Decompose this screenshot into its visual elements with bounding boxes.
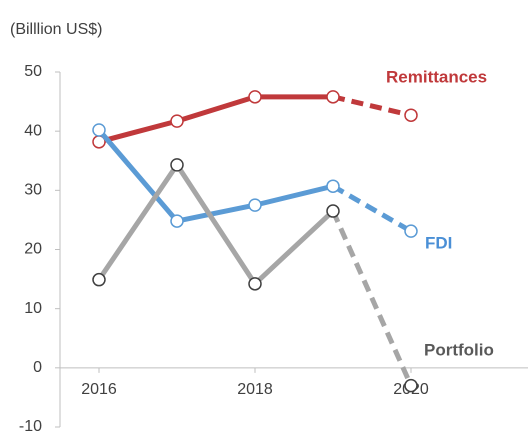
series-line-solid [97,128,334,224]
point [170,158,184,172]
x-tick-label: 2018 [237,381,273,398]
series-line-solid [98,94,333,145]
series-line-solid [96,162,335,287]
point [248,198,262,212]
point [170,114,184,128]
y-tick-label: 10 [24,300,42,317]
point [404,108,418,122]
series-label: FDI [425,233,452,252]
y-tick-label: 30 [24,182,42,199]
series-line-dashed [330,210,414,387]
point [248,277,262,291]
y-axis-label: (Billlion US$) [10,21,102,38]
series-label: Remittances [386,67,487,86]
point [92,123,106,137]
series-line-dashed [332,94,412,118]
x-tick-label: 2016 [81,381,117,398]
point [326,204,340,218]
point [326,179,340,193]
series-label: Portfolio [424,340,494,359]
point [92,272,106,287]
y-tick-label: -10 [19,418,42,432]
point [404,378,418,393]
y-tick-label: 0 [33,359,42,376]
point [326,90,340,104]
point [404,224,418,238]
point [248,90,262,104]
y-tick-label: 20 [24,241,42,258]
y-tick-label: 40 [24,122,42,139]
y-tick-label: 50 [24,63,42,80]
series-line-dashed [331,184,413,234]
point [170,214,184,228]
